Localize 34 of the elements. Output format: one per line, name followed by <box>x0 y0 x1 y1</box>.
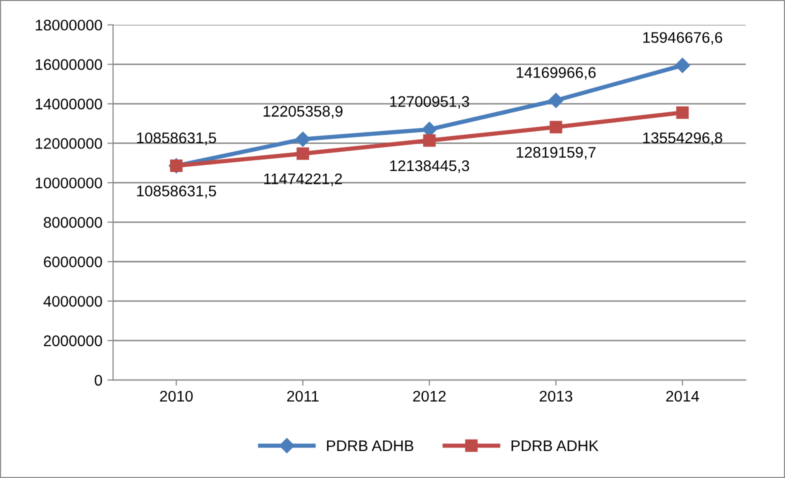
legend-label: PDRB ADHB <box>327 440 414 451</box>
data-label: 12138445,3 <box>390 160 470 173</box>
data-label: 12700951,3 <box>390 96 470 109</box>
point <box>296 147 310 160</box>
y-tick-label: 12000000 <box>36 138 102 149</box>
data-label: 15946676,6 <box>643 32 722 45</box>
y-tick-label: 6000000 <box>44 256 102 268</box>
point <box>548 92 564 108</box>
data-label: 12205358,9 <box>264 106 342 119</box>
y-tick-label: 14000000 <box>36 98 102 110</box>
data-label: 12819159,7 <box>516 146 596 160</box>
y-tick-label: 0 <box>94 374 102 386</box>
point <box>550 120 562 134</box>
y-tick-label: 2000000 <box>44 335 102 346</box>
data-label: 14169966,6 <box>516 67 596 80</box>
point <box>423 134 436 147</box>
data-label: 11474221,2 <box>264 173 342 186</box>
x-tick-label: 2010 <box>160 390 193 402</box>
x-tick-label: 2014 <box>666 390 700 402</box>
y-tick-label: 16000000 <box>36 59 102 70</box>
x-tick-label: 2011 <box>287 390 319 402</box>
data-label: 10858631,5 <box>137 132 216 146</box>
y-tick-label: 18000000 <box>36 20 102 31</box>
point <box>295 132 310 147</box>
x-tick-label: 2012 <box>413 390 446 402</box>
data-label: 10858631,5 <box>137 186 216 198</box>
y-tick-label: 10000000 <box>36 178 102 188</box>
point <box>676 106 689 119</box>
y-tick-label: 8000000 <box>44 217 102 228</box>
y-tick-label: 4000000 <box>44 296 102 307</box>
point <box>674 58 690 73</box>
x-tick-label: 2013 <box>540 390 572 402</box>
data-label: 13554296,8 <box>643 132 722 146</box>
legend-label: PDRB ADHK <box>512 440 598 451</box>
